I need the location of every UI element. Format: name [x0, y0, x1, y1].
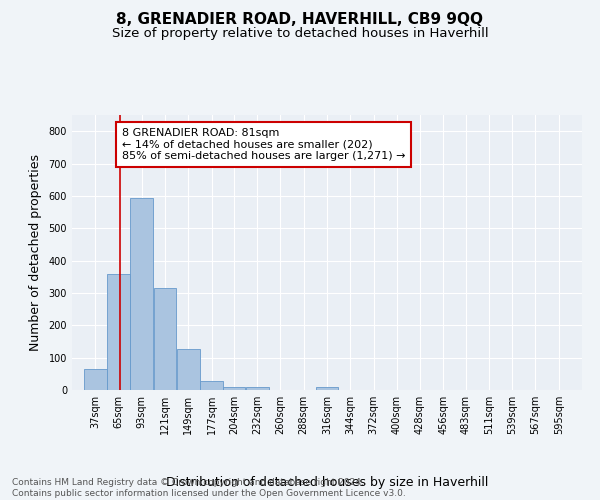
Y-axis label: Number of detached properties: Number of detached properties: [29, 154, 41, 351]
Bar: [154, 288, 176, 390]
Text: 8, GRENADIER ROAD, HAVERHILL, CB9 9QQ: 8, GRENADIER ROAD, HAVERHILL, CB9 9QQ: [116, 12, 484, 28]
Bar: [246, 387, 269, 390]
Bar: [223, 387, 245, 390]
Bar: [177, 348, 200, 390]
Bar: [316, 387, 338, 390]
Bar: [130, 198, 153, 390]
Bar: [107, 274, 130, 390]
Text: Size of property relative to detached houses in Haverhill: Size of property relative to detached ho…: [112, 28, 488, 40]
Text: 8 GRENADIER ROAD: 81sqm
← 14% of detached houses are smaller (202)
85% of semi-d: 8 GRENADIER ROAD: 81sqm ← 14% of detache…: [122, 128, 406, 161]
Text: Contains HM Land Registry data © Crown copyright and database right 2024.
Contai: Contains HM Land Registry data © Crown c…: [12, 478, 406, 498]
X-axis label: Distribution of detached houses by size in Haverhill: Distribution of detached houses by size …: [166, 476, 488, 489]
Bar: [200, 381, 223, 390]
Bar: [84, 369, 107, 390]
